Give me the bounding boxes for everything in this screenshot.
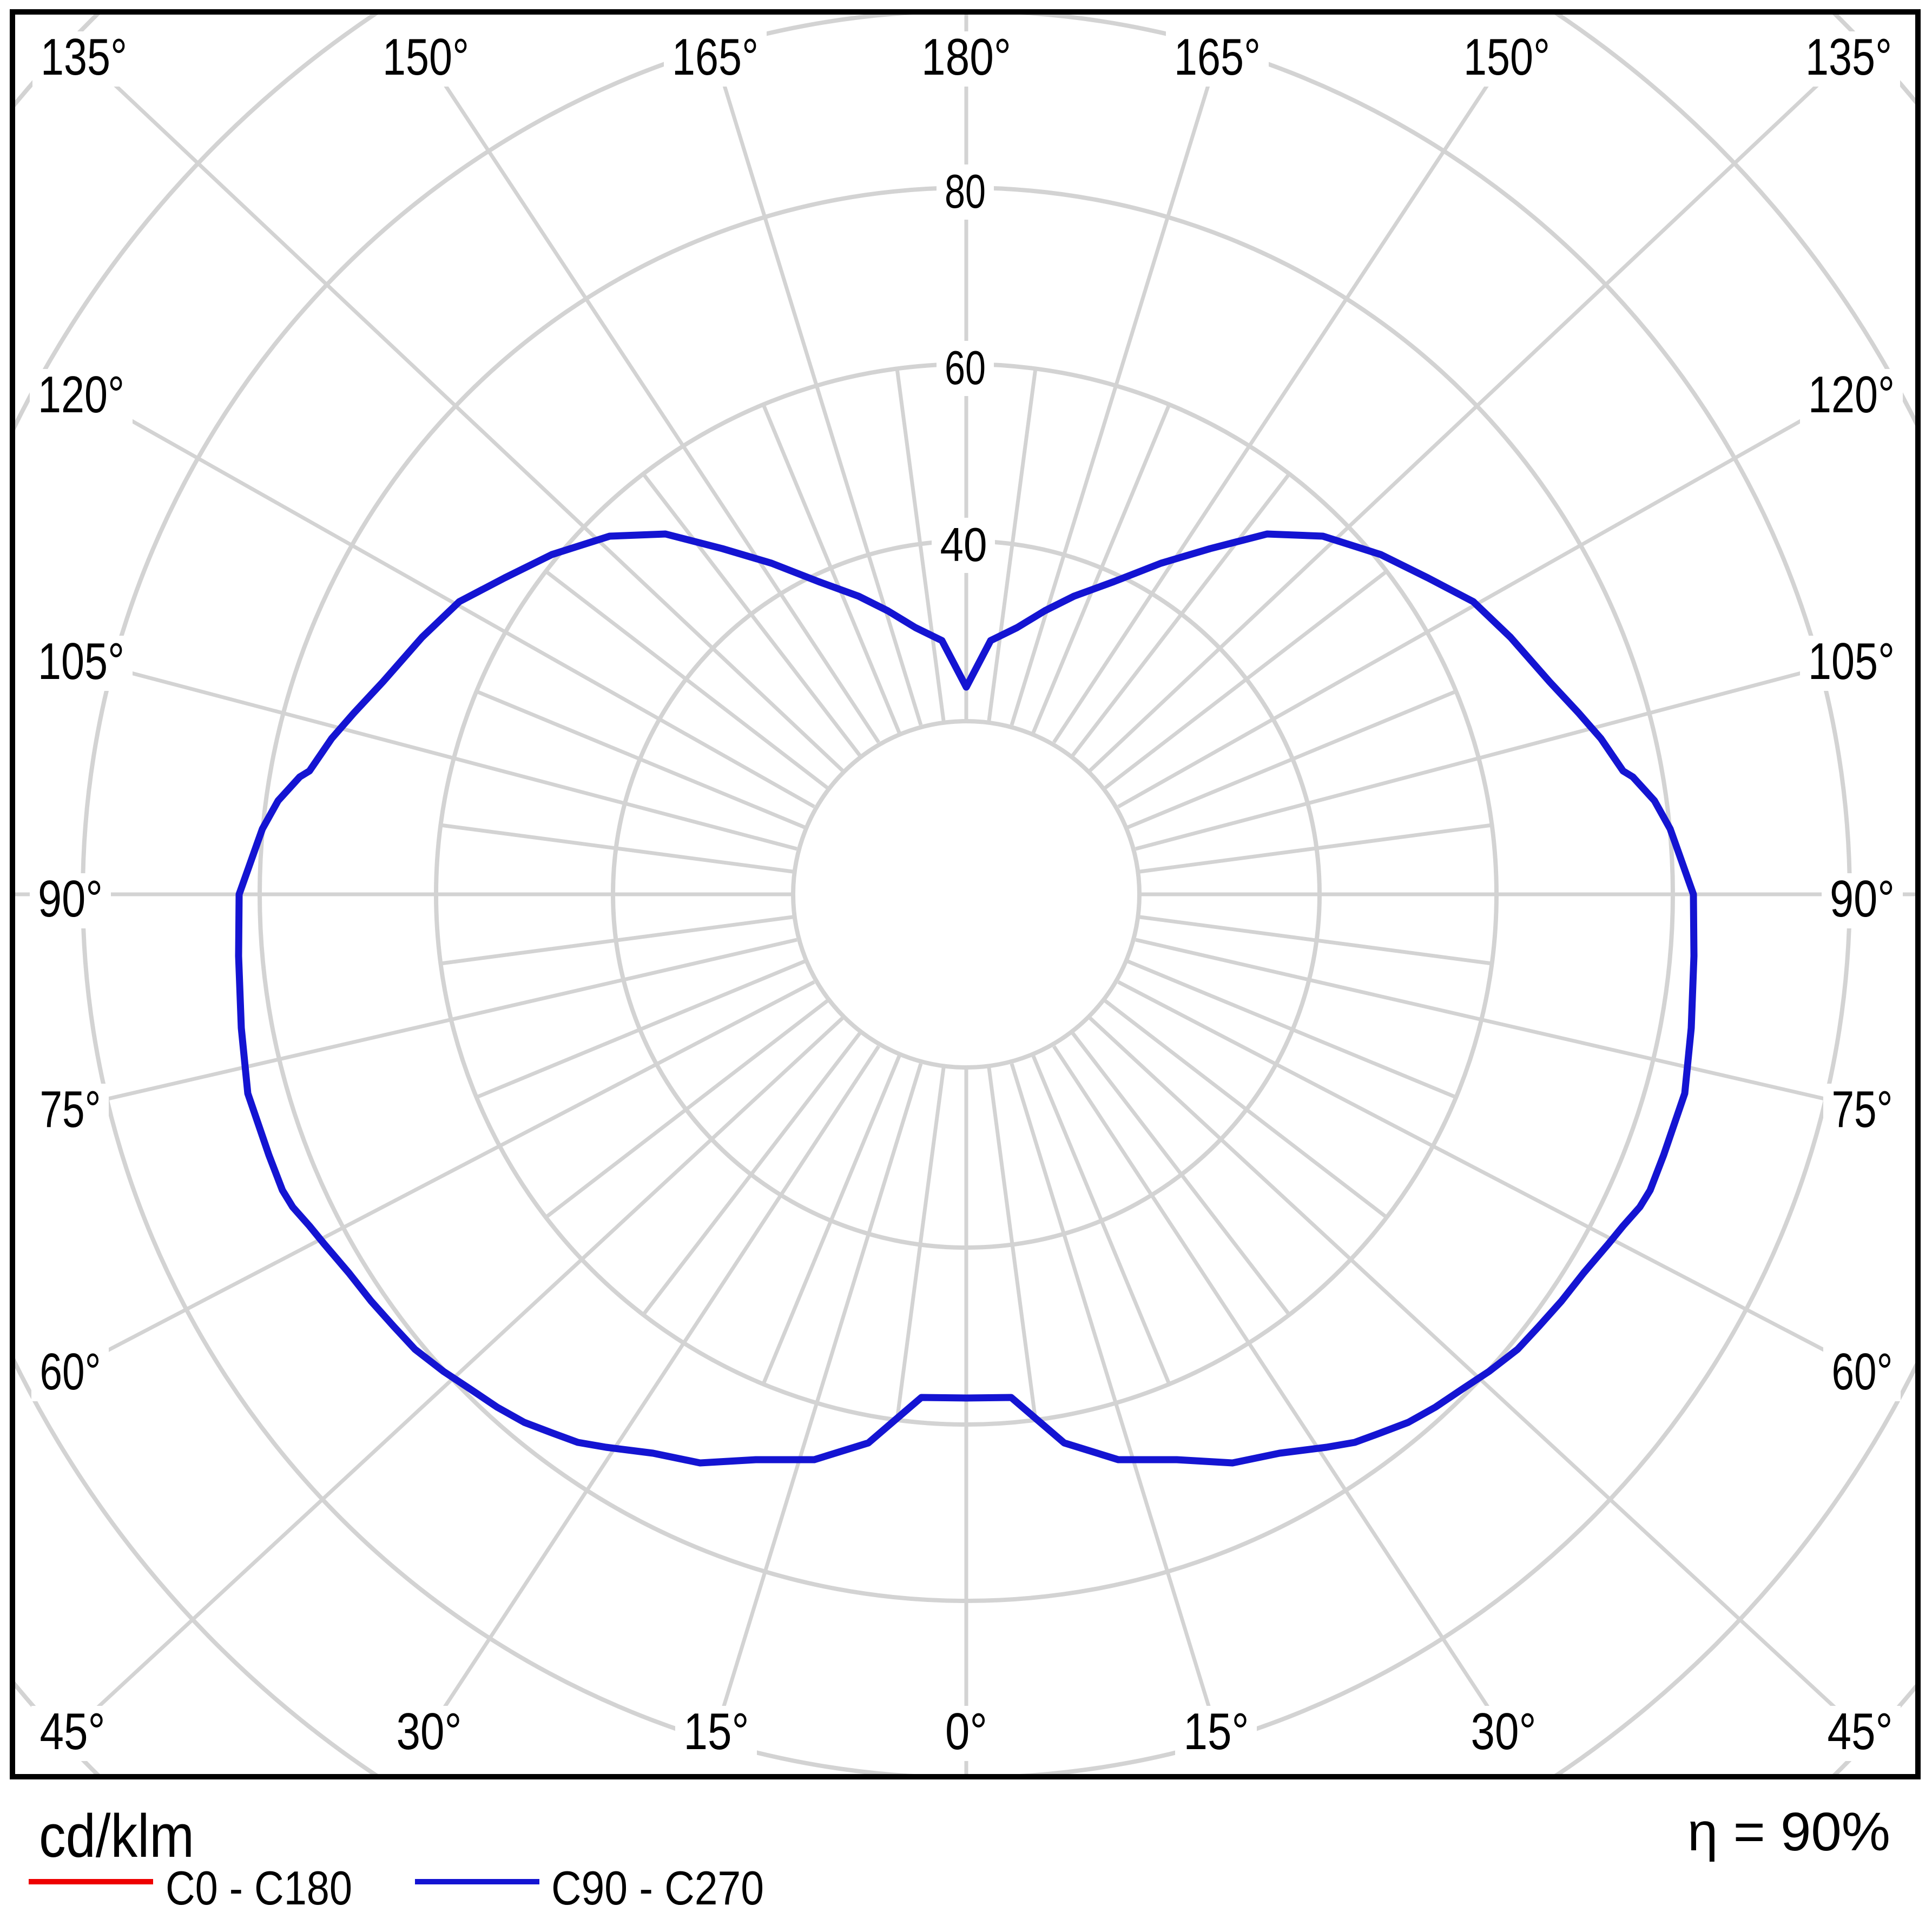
- svg-text:75°: 75°: [40, 1080, 101, 1138]
- svg-text:150°: 150°: [383, 28, 469, 86]
- svg-text:40: 40: [940, 518, 987, 571]
- svg-text:180°: 180°: [921, 28, 1011, 86]
- svg-text:105°: 105°: [1808, 632, 1895, 690]
- svg-text:120°: 120°: [38, 366, 124, 424]
- svg-text:0°: 0°: [945, 1703, 987, 1760]
- svg-text:80: 80: [945, 164, 986, 218]
- svg-text:45°: 45°: [40, 1703, 105, 1760]
- svg-text:135°: 135°: [41, 28, 127, 86]
- svg-text:150°: 150°: [1463, 28, 1550, 86]
- svg-text:135°: 135°: [1805, 28, 1892, 86]
- svg-text:165°: 165°: [672, 28, 759, 86]
- svg-text:cd/klm: cd/klm: [39, 1802, 194, 1870]
- svg-text:30°: 30°: [1471, 1703, 1537, 1760]
- svg-text:90°: 90°: [1830, 870, 1895, 928]
- svg-text:C90 - C270: C90 - C270: [551, 1861, 764, 1915]
- svg-text:60: 60: [945, 341, 986, 394]
- svg-text:45°: 45°: [1828, 1703, 1893, 1760]
- svg-text:C0 - C180: C0 - C180: [166, 1861, 352, 1915]
- svg-text:60°: 60°: [1832, 1343, 1893, 1401]
- svg-text:120°: 120°: [1808, 366, 1895, 424]
- svg-text:90°: 90°: [38, 870, 103, 928]
- svg-text:15°: 15°: [1184, 1703, 1249, 1760]
- svg-text:30°: 30°: [397, 1703, 462, 1760]
- svg-text:15°: 15°: [684, 1703, 749, 1760]
- svg-text:75°: 75°: [1832, 1080, 1893, 1138]
- svg-text:105°: 105°: [38, 632, 124, 690]
- svg-text:60°: 60°: [40, 1343, 101, 1401]
- svg-text:η = 90%: η = 90%: [1687, 1802, 1890, 1862]
- svg-text:165°: 165°: [1174, 28, 1261, 86]
